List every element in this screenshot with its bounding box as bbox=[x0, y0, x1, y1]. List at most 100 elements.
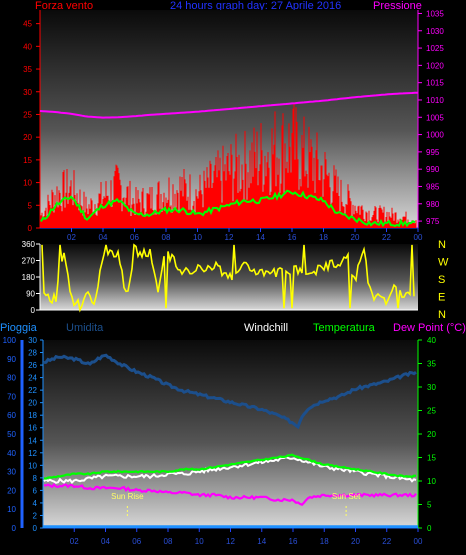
x-tick-label: 16 bbox=[288, 233, 297, 242]
x-tick-label-temperature: 18 bbox=[320, 537, 329, 546]
y-tick-label-rain: 30 bbox=[28, 336, 37, 345]
y-tick-label-humidity: 100 bbox=[3, 336, 17, 345]
y-tick-label-right: 990 bbox=[426, 165, 440, 174]
header-left-label: Forza vento bbox=[35, 0, 94, 12]
y-tick-label-right: 1030 bbox=[426, 27, 444, 36]
y-tick-label-rain: 24 bbox=[28, 374, 37, 383]
y-tick-label-rain: 16 bbox=[28, 424, 37, 433]
y-tick-label-rain: 8 bbox=[33, 474, 38, 483]
x-tick-label: 20 bbox=[351, 233, 360, 242]
y-tick-label-temperature: 30 bbox=[427, 383, 436, 392]
x-tick-label-temperature: 04 bbox=[101, 537, 110, 546]
compass-label: S bbox=[438, 274, 445, 286]
y-tick-label-left: 5 bbox=[28, 201, 33, 210]
y-tick-label-humidity: 20 bbox=[7, 486, 16, 495]
y-tick-label-humidity: 60 bbox=[7, 411, 16, 420]
y-tick-label-temperature: 5 bbox=[427, 501, 432, 510]
y-tick-label-temperature: 20 bbox=[427, 430, 436, 439]
y-tick-label-right: 1010 bbox=[426, 96, 444, 105]
y-tick-label-rain: 2 bbox=[33, 511, 38, 520]
y-tick-label-rain: 18 bbox=[28, 411, 37, 420]
x-tick-label: 22 bbox=[382, 233, 391, 242]
x-tick-label-temperature: 08 bbox=[164, 537, 173, 546]
x-tick-label: 10 bbox=[193, 233, 202, 242]
sunrise-label: Sun Rise bbox=[111, 492, 144, 501]
x-tick-label: 14 bbox=[256, 233, 265, 242]
y-tick-label-temperature: 15 bbox=[427, 454, 436, 463]
x-tick-label-temperature: 12 bbox=[226, 537, 235, 546]
y-tick-label-humidity: 90 bbox=[7, 355, 16, 364]
compass-label: N bbox=[438, 309, 446, 321]
label-dewpoint: Dew Point (°C) bbox=[393, 322, 466, 334]
y-tick-label-right: 1020 bbox=[426, 61, 444, 70]
y-tick-label-humidity: 30 bbox=[7, 468, 16, 477]
header-date-title: 24 hours graph day: 27 Aprile 2016 bbox=[170, 0, 342, 12]
y-tick-label-direction: 90 bbox=[26, 290, 35, 299]
y-tick-label-temperature: 10 bbox=[427, 477, 436, 486]
temperature-line bbox=[43, 453, 417, 480]
pressure-line bbox=[39, 91, 419, 119]
y-tick-label-left: 40 bbox=[23, 42, 32, 51]
x-tick-label: 18 bbox=[319, 233, 328, 242]
y-tick-label-right: 1025 bbox=[426, 44, 444, 53]
y-tick-label-temperature: 40 bbox=[427, 336, 436, 345]
y-tick-label-rain: 28 bbox=[28, 349, 37, 358]
x-tick-label-temperature: 10 bbox=[195, 537, 204, 546]
y-tick-label-direction: 360 bbox=[22, 240, 36, 249]
compass-label: E bbox=[438, 292, 445, 304]
compass-label: N bbox=[438, 239, 446, 251]
y-tick-label-direction: 180 bbox=[22, 273, 36, 282]
y-tick-label-right: 1015 bbox=[426, 79, 444, 88]
dewpoint-line bbox=[43, 483, 417, 506]
y-tick-label-rain: 12 bbox=[28, 449, 37, 458]
y-tick-label-right: 1035 bbox=[426, 9, 444, 18]
x-tick-label: 12 bbox=[225, 233, 234, 242]
wind-average-line bbox=[40, 189, 416, 228]
y-tick-label-right: 985 bbox=[426, 182, 440, 191]
y-tick-label-humidity: 10 bbox=[7, 505, 16, 514]
y-tick-label-temperature: 0 bbox=[427, 524, 432, 533]
y-tick-label-right: 1000 bbox=[426, 131, 444, 140]
x-tick-label-temperature: 06 bbox=[132, 537, 141, 546]
x-tick-label-temperature: 14 bbox=[257, 537, 266, 546]
y-tick-label-rain: 20 bbox=[28, 399, 37, 408]
y-tick-label-rain: 26 bbox=[28, 361, 37, 370]
y-tick-label-rain: 10 bbox=[28, 461, 37, 470]
y-tick-label-direction: 0 bbox=[31, 306, 36, 315]
compass-label: W bbox=[438, 257, 449, 269]
y-tick-label-temperature: 35 bbox=[427, 360, 436, 369]
y-tick-label-left: 45 bbox=[23, 20, 32, 29]
y-tick-label-humidity: 50 bbox=[7, 430, 16, 439]
x-tick-label-temperature: 22 bbox=[382, 537, 391, 546]
x-tick-label: 00 bbox=[414, 233, 423, 242]
y-tick-label-left: 35 bbox=[23, 65, 32, 74]
y-tick-label-humidity: 70 bbox=[7, 392, 16, 401]
y-tick-label-rain: 4 bbox=[33, 499, 38, 508]
x-tick-label-temperature: 00 bbox=[414, 537, 423, 546]
y-tick-label-temperature: 25 bbox=[427, 407, 436, 416]
y-tick-label-left: 20 bbox=[23, 133, 32, 142]
y-tick-label-humidity: 40 bbox=[7, 449, 16, 458]
y-tick-label-left: 25 bbox=[23, 110, 32, 119]
label-windchill: Windchill bbox=[244, 322, 288, 334]
y-tick-label-right: 980 bbox=[426, 200, 440, 209]
wind-direction-line bbox=[41, 243, 415, 313]
y-tick-label-humidity: 0 bbox=[12, 524, 17, 533]
header-right-label: Pressione bbox=[373, 0, 422, 12]
x-tick-label: 02 bbox=[67, 233, 76, 242]
y-tick-label-left: 30 bbox=[23, 88, 32, 97]
y-tick-label-rain: 22 bbox=[28, 386, 37, 395]
y-tick-label-right: 995 bbox=[426, 148, 440, 157]
y-tick-label-left: 15 bbox=[23, 156, 32, 165]
y-tick-label-right: 1005 bbox=[426, 113, 444, 122]
y-tick-label-right: 975 bbox=[426, 217, 440, 226]
windchill-line bbox=[43, 456, 417, 485]
x-tick-label: 04 bbox=[99, 233, 108, 242]
humidity-line bbox=[43, 353, 417, 430]
sunset-label: Sun Set bbox=[332, 492, 361, 501]
y-tick-label-humidity: 80 bbox=[7, 374, 16, 383]
x-tick-label: 06 bbox=[130, 233, 139, 242]
x-tick-label-temperature: 20 bbox=[351, 537, 360, 546]
y-tick-label-rain: 0 bbox=[33, 524, 38, 533]
